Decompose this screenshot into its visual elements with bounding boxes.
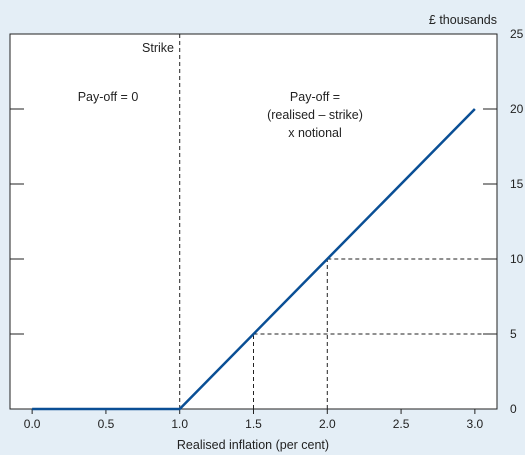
- x-tick-label: 3.0: [467, 417, 484, 431]
- y-tick-label: 25: [510, 27, 524, 41]
- y-tick-label: 0: [510, 402, 517, 416]
- strike-label: Strike: [142, 41, 174, 55]
- y-tick-label: 5: [510, 327, 517, 341]
- plot-area: [9, 33, 498, 410]
- payoff-zero-annotation: Pay-off = 0: [78, 90, 139, 104]
- y-tick-label: 10: [510, 252, 524, 266]
- x-tick-label: 2.5: [393, 417, 410, 431]
- payoff-series-line: [32, 108, 476, 411]
- y-tick-label: 15: [510, 177, 524, 191]
- x-tick-label: 0.5: [98, 417, 115, 431]
- x-tick-label: 1.0: [171, 417, 188, 431]
- x-tick-label: 2.0: [319, 417, 336, 431]
- payoff-formula-line-2: (realised – strike): [267, 108, 363, 122]
- x-axis-label: Realised inflation (per cent): [177, 438, 329, 452]
- x-tick-label: 1.5: [245, 417, 262, 431]
- y-axis-unit-label: £ thousands: [429, 13, 497, 27]
- payoff-formula-line-1: Pay-off =: [290, 90, 340, 104]
- y-tick-label: 20: [510, 102, 524, 116]
- x-tick-label: 0.0: [24, 417, 41, 431]
- payoff-formula-line-3: x notional: [288, 126, 342, 140]
